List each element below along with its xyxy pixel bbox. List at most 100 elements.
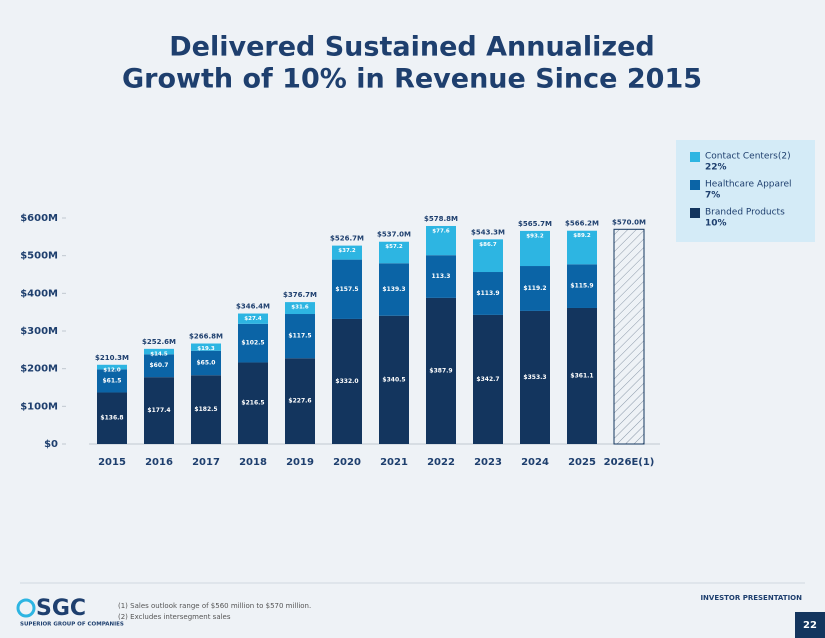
x-tick-label: 2019 [286,457,314,468]
segment-label: $89.2 [573,233,591,239]
bar-segment [473,272,503,315]
bar-segment [379,241,409,264]
bar-segment [191,350,221,376]
segment-label: $227.6 [288,398,311,405]
legend-swatch [690,152,700,162]
total-label: $578.8M [424,215,458,223]
total-label: $543.3M [471,228,505,236]
segment-label: $93.2 [526,233,544,239]
x-tick-label: 2015 [98,457,126,468]
bar-segment [97,369,127,393]
legend-swatch [690,180,700,190]
page-number: 22 [803,620,817,631]
y-tick-label: $200M [20,364,58,375]
x-tick-label: 2017 [192,457,220,468]
page-badge [795,612,825,638]
bar-segment [97,364,127,370]
legend-growth: 22% [705,163,727,173]
segment-label: $340.5 [382,376,405,383]
segment-label: $177.4 [147,407,170,414]
segment-label: $182.5 [194,406,217,413]
total-label: $266.8M [189,333,223,341]
segment-label: $136.8 [100,415,123,422]
footnote: (2) Excludes intersegment sales [118,613,231,621]
total-label: $526.7M [330,235,364,243]
bar-segment [520,310,550,444]
y-tick-label: $100M [20,401,58,412]
bar-segment [332,245,362,260]
segment-label: $14.5 [150,351,168,357]
bar-segment [520,266,550,311]
segment-label: $119.2 [523,285,546,292]
logo-mark [16,598,36,618]
bar-segment [567,307,597,444]
segment-label: 113.3 [432,273,451,280]
legend-swatch [690,208,700,218]
segment-label: $61.5 [103,377,122,384]
x-tick-label: 2016 [145,457,173,468]
legend-growth: 10% [705,219,727,229]
bar-segment [426,297,456,444]
bar-segment [473,239,503,273]
x-tick-label: 2022 [427,457,455,468]
total-label: $346.4M [236,303,270,311]
bar-segment [379,263,409,316]
segment-label: $342.7 [476,376,499,383]
legend-label: Contact Centers(2) [705,152,791,162]
segment-label: $60.7 [150,362,169,369]
x-tick-label: 2024 [521,457,549,468]
bar-segment [144,348,174,355]
bar-segment [191,343,221,351]
segment-label: $361.1 [570,372,593,379]
x-tick-label: 2023 [474,457,502,468]
segment-label: $157.5 [335,286,358,293]
bar-segment [426,225,456,256]
bar-segment [332,318,362,444]
y-tick-label: $500M [20,251,58,262]
y-tick-label: $300M [20,326,58,337]
legend-label: Healthcare Apparel [705,180,792,190]
y-tick-label: $400M [20,288,58,299]
bar-segment [191,375,221,444]
logo: SGC [36,596,86,621]
segment-label: $216.5 [241,400,264,407]
bar-segment [426,255,456,298]
total-label: $565.7M [518,220,552,228]
bar-segment [379,315,409,444]
segment-label: $139.3 [382,286,405,293]
segment-label: $57.2 [385,244,403,250]
estimate-bar [613,228,645,445]
bar-segment [285,358,315,444]
total-label: $252.6M [142,338,176,346]
total-label: $376.7M [283,291,317,299]
x-tick-label: 2026E(1) [604,457,655,468]
x-tick-label: 2021 [380,457,408,468]
title-line: Delivered Sustained Annualized [169,32,655,63]
total-label: $570.0M [612,218,646,226]
segment-label: $117.5 [288,333,311,340]
segment-label: $115.9 [570,283,593,290]
bar-segment [238,313,268,324]
bar-segment [285,302,315,315]
legend-growth: 7% [705,191,720,201]
segment-label: $102.5 [241,340,264,347]
company-name: SUPERIOR GROUP OF COMPANIES [20,622,124,628]
total-label: $210.3M [95,354,129,362]
title-line: Growth of 10% in Revenue Since 2015 [122,64,702,95]
segment-label: $27.4 [244,316,262,322]
segment-label: $12.0 [103,367,121,373]
bar-segment [285,314,315,359]
segment-label: $77.6 [432,228,450,234]
bar-segment [332,259,362,319]
footer-label: INVESTOR PRESENTATION [700,594,802,602]
total-label: $566.2M [565,220,599,228]
segment-label: $113.9 [476,290,499,297]
segment-label: $31.6 [291,305,309,311]
bar-segment [567,230,597,265]
segment-label: $332.0 [335,378,358,385]
bar-segment [238,323,268,363]
bar-segment [144,377,174,444]
bar-segment [97,392,127,444]
bar-segment [473,314,503,444]
